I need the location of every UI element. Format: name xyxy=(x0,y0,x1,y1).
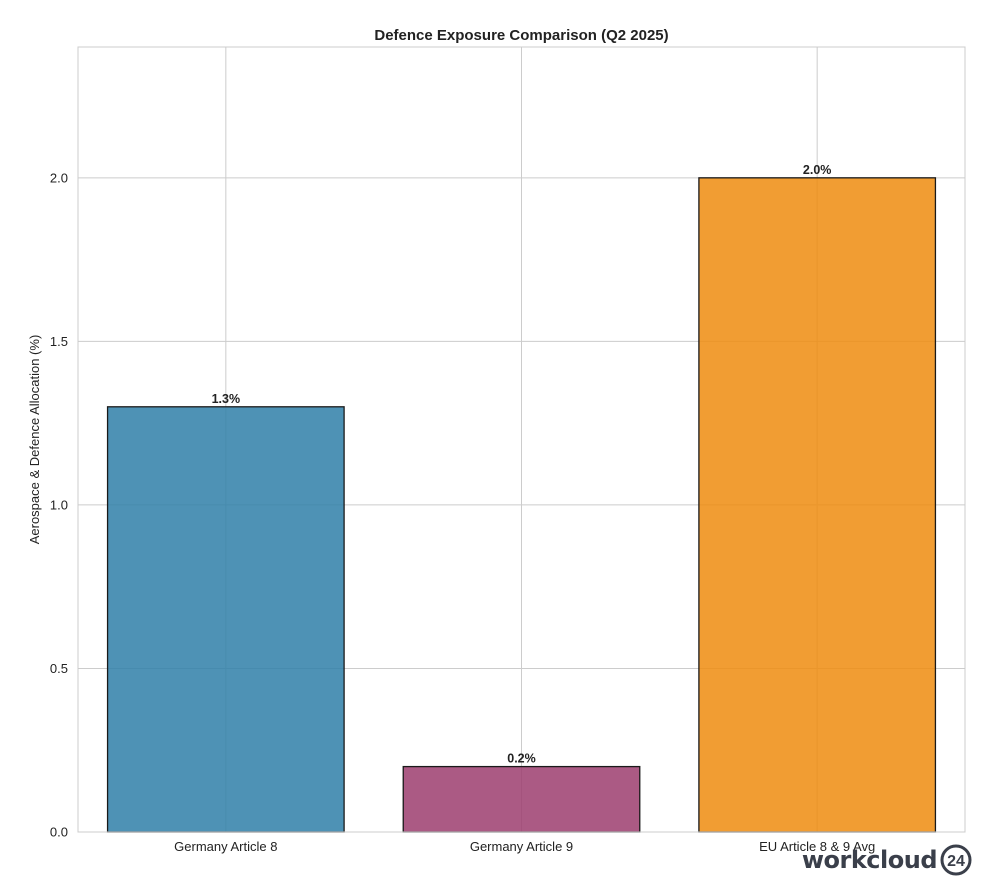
bar-value-label: 0.2% xyxy=(507,752,536,766)
chart-title: Defence Exposure Comparison (Q2 2025) xyxy=(374,27,668,44)
badge-24-icon: 24 xyxy=(940,844,972,876)
y-tick-label: 1.0 xyxy=(50,497,68,512)
workcloud-logo: workcloud 24 xyxy=(802,843,973,877)
axis-ticks: 0.0 0.5 1.0 1.5 2.0 Germany Article 8 Germany … xyxy=(50,170,875,854)
bar-value-label: 1.3% xyxy=(212,392,241,406)
bars xyxy=(106,177,937,833)
watermark-text: workcloud xyxy=(801,846,938,874)
badge-text: 24 xyxy=(947,853,965,870)
bar-value-label: 2.0% xyxy=(803,163,832,177)
x-tick-label: Germany Article 8 xyxy=(174,839,277,854)
bar xyxy=(698,177,937,833)
y-tick-label: 0.0 xyxy=(50,825,68,840)
x-tick-label: Germany Article 9 xyxy=(470,839,573,854)
y-tick-label: 2.0 xyxy=(50,170,68,185)
x-tick-label: EU Article 8 & 9 Avg xyxy=(759,839,875,854)
y-axis-label: Aerospace & Defence Allocation (%) xyxy=(27,335,42,545)
y-tick-label: 0.5 xyxy=(50,661,68,676)
plot-frame xyxy=(77,46,966,833)
y-tick-label: 1.5 xyxy=(50,334,68,349)
data-labels: 1.3% 0.2% 2.0% xyxy=(212,163,832,766)
bar xyxy=(106,406,345,833)
bar xyxy=(402,765,641,833)
